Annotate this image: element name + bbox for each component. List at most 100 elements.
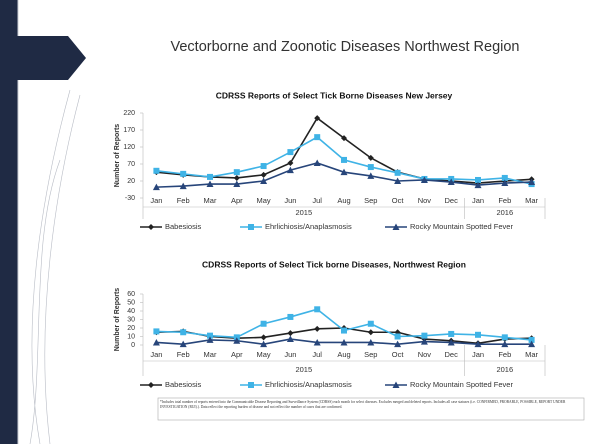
marker <box>152 338 160 346</box>
marker <box>447 338 455 346</box>
x-tick-label: Dec <box>445 196 459 205</box>
marker <box>153 328 160 335</box>
marker <box>367 172 375 179</box>
marker <box>206 336 214 343</box>
marker <box>260 340 268 348</box>
marker <box>314 134 321 141</box>
marker <box>207 332 213 339</box>
marker <box>287 330 294 337</box>
slide-title: Vectorborne and Zoonotic Diseases Northw… <box>171 39 520 55</box>
marker <box>421 332 428 339</box>
marker <box>367 154 374 161</box>
marker <box>475 176 481 183</box>
marker <box>341 156 347 163</box>
marker <box>148 224 154 230</box>
marker <box>528 340 536 348</box>
marker <box>233 337 241 344</box>
marker <box>341 327 347 334</box>
x-tick-label: Mar <box>525 350 538 359</box>
x-tick-label: Jan <box>150 196 162 205</box>
y-tick-label: 60 <box>127 291 135 298</box>
x-tick-label: Feb <box>177 196 190 205</box>
x-tick-label: Feb <box>177 350 190 359</box>
x-tick-label: Dec <box>445 350 459 359</box>
x-group-label: 2016 <box>496 365 513 374</box>
marker <box>179 340 187 348</box>
marker <box>180 329 187 336</box>
x-tick-label: Sep <box>364 196 377 205</box>
chart-title: CDRSS Reports of Select Tick borne Disea… <box>202 259 466 269</box>
swoosh <box>29 89 81 444</box>
x-tick-label: Oct <box>392 196 405 205</box>
marker <box>420 338 428 345</box>
y-tick-label: 220 <box>123 110 135 117</box>
marker <box>314 306 321 313</box>
x-tick-label: Nov <box>418 350 432 359</box>
marker <box>148 382 154 388</box>
marker <box>233 180 241 188</box>
legend-label: Babesiosis <box>165 380 202 389</box>
y-tick-label: 10 <box>127 333 135 340</box>
marker <box>207 173 213 180</box>
x-tick-label: Nov <box>418 196 432 205</box>
marker <box>340 168 348 176</box>
marker <box>447 178 455 186</box>
marker <box>367 320 374 327</box>
x-group-label: 2015 <box>295 365 312 374</box>
x-group-label: 2015 <box>295 208 312 217</box>
marker <box>341 135 347 142</box>
side-band <box>0 0 18 444</box>
marker <box>153 167 160 174</box>
x-tick-label: May <box>257 350 271 359</box>
x-tick-label: Sep <box>364 350 377 359</box>
marker <box>233 169 240 176</box>
marker <box>260 334 267 341</box>
y-tick-label: 20 <box>127 325 135 332</box>
x-tick-label: Feb <box>498 350 511 359</box>
marker <box>260 320 267 327</box>
marker <box>180 170 187 177</box>
marker <box>367 329 374 336</box>
marker <box>474 340 482 348</box>
x-group-label: 2016 <box>496 208 513 217</box>
marker <box>152 183 160 191</box>
legend-label: Babesiosis <box>165 222 202 231</box>
legend-label: Rocky Mountain Spotted Fever <box>410 222 513 231</box>
marker <box>501 340 509 348</box>
x-tick-label: Jan <box>150 350 162 359</box>
marker <box>392 381 400 388</box>
marker <box>314 115 321 122</box>
title-arrow <box>0 36 86 80</box>
footnote-box <box>157 397 585 421</box>
marker <box>340 338 348 346</box>
x-tick-label: Oct <box>392 350 405 359</box>
marker <box>260 171 267 178</box>
x-tick-label: Jul <box>312 196 322 205</box>
marker <box>286 335 294 343</box>
marker <box>248 224 254 230</box>
marker <box>501 334 508 341</box>
x-tick-label: Feb <box>498 196 511 205</box>
marker <box>394 340 402 348</box>
x-tick-label: Jun <box>284 196 296 205</box>
x-tick-label: Apr <box>231 350 243 359</box>
x-tick-label: Aug <box>337 350 350 359</box>
x-tick-label: Aug <box>337 196 350 205</box>
y-tick-label: 20 <box>127 178 135 185</box>
x-tick-label: Jul <box>312 350 322 359</box>
marker <box>233 174 240 181</box>
y-tick-label: 170 <box>123 127 135 134</box>
marker <box>528 178 536 186</box>
legend-label: Rocky Mountain Spotted Fever <box>410 380 513 389</box>
marker <box>367 338 375 346</box>
marker <box>287 313 294 320</box>
x-tick-label: Jun <box>284 350 296 359</box>
marker <box>206 180 214 188</box>
marker <box>501 179 509 187</box>
marker <box>287 159 294 166</box>
marker <box>260 177 268 184</box>
marker <box>392 223 400 230</box>
x-tick-label: Apr <box>231 196 243 205</box>
